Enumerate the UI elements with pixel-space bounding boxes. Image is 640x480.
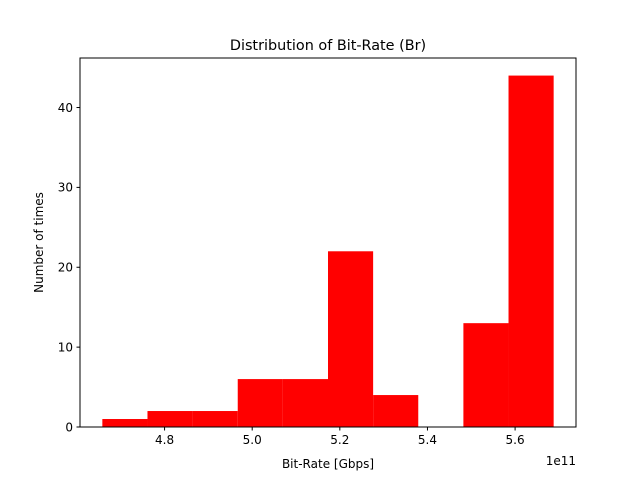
x-axis-ticks: 4.8 5.0 5.2 5.4 5.6 <box>155 427 525 447</box>
chart-title: Distribution of Bit-Rate (Br) <box>230 38 426 54</box>
x-tick-label: 5.6 <box>506 433 525 447</box>
histogram-bar <box>147 411 193 427</box>
x-axis-offset-label: 1e11 <box>546 454 576 468</box>
y-tick-label: 30 <box>58 181 73 195</box>
y-axis-label: Number of times <box>32 192 46 293</box>
x-tick-label: 5.2 <box>330 433 349 447</box>
histogram-bar <box>463 323 509 427</box>
x-tick-label: 5.4 <box>418 433 437 447</box>
histogram-bar <box>373 395 419 427</box>
histogram-bar <box>328 251 374 427</box>
x-axis-label: Bit-Rate [Gbps] <box>282 457 374 471</box>
histogram-bar <box>102 419 148 427</box>
histogram-bar <box>508 75 554 428</box>
y-axis-ticks: 0 10 20 30 40 <box>58 101 80 434</box>
x-tick-label: 4.8 <box>155 433 174 447</box>
y-tick-label: 20 <box>58 261 73 275</box>
plot-frame <box>79 57 577 428</box>
bars-group <box>102 75 554 428</box>
histogram-bar <box>192 411 238 427</box>
histogram-bar <box>237 379 283 427</box>
y-tick-label: 40 <box>58 101 73 115</box>
y-tick-label: 0 <box>65 420 73 434</box>
y-tick-label: 10 <box>58 340 73 354</box>
histogram-bar <box>282 379 328 427</box>
x-tick-label: 5.0 <box>243 433 262 447</box>
